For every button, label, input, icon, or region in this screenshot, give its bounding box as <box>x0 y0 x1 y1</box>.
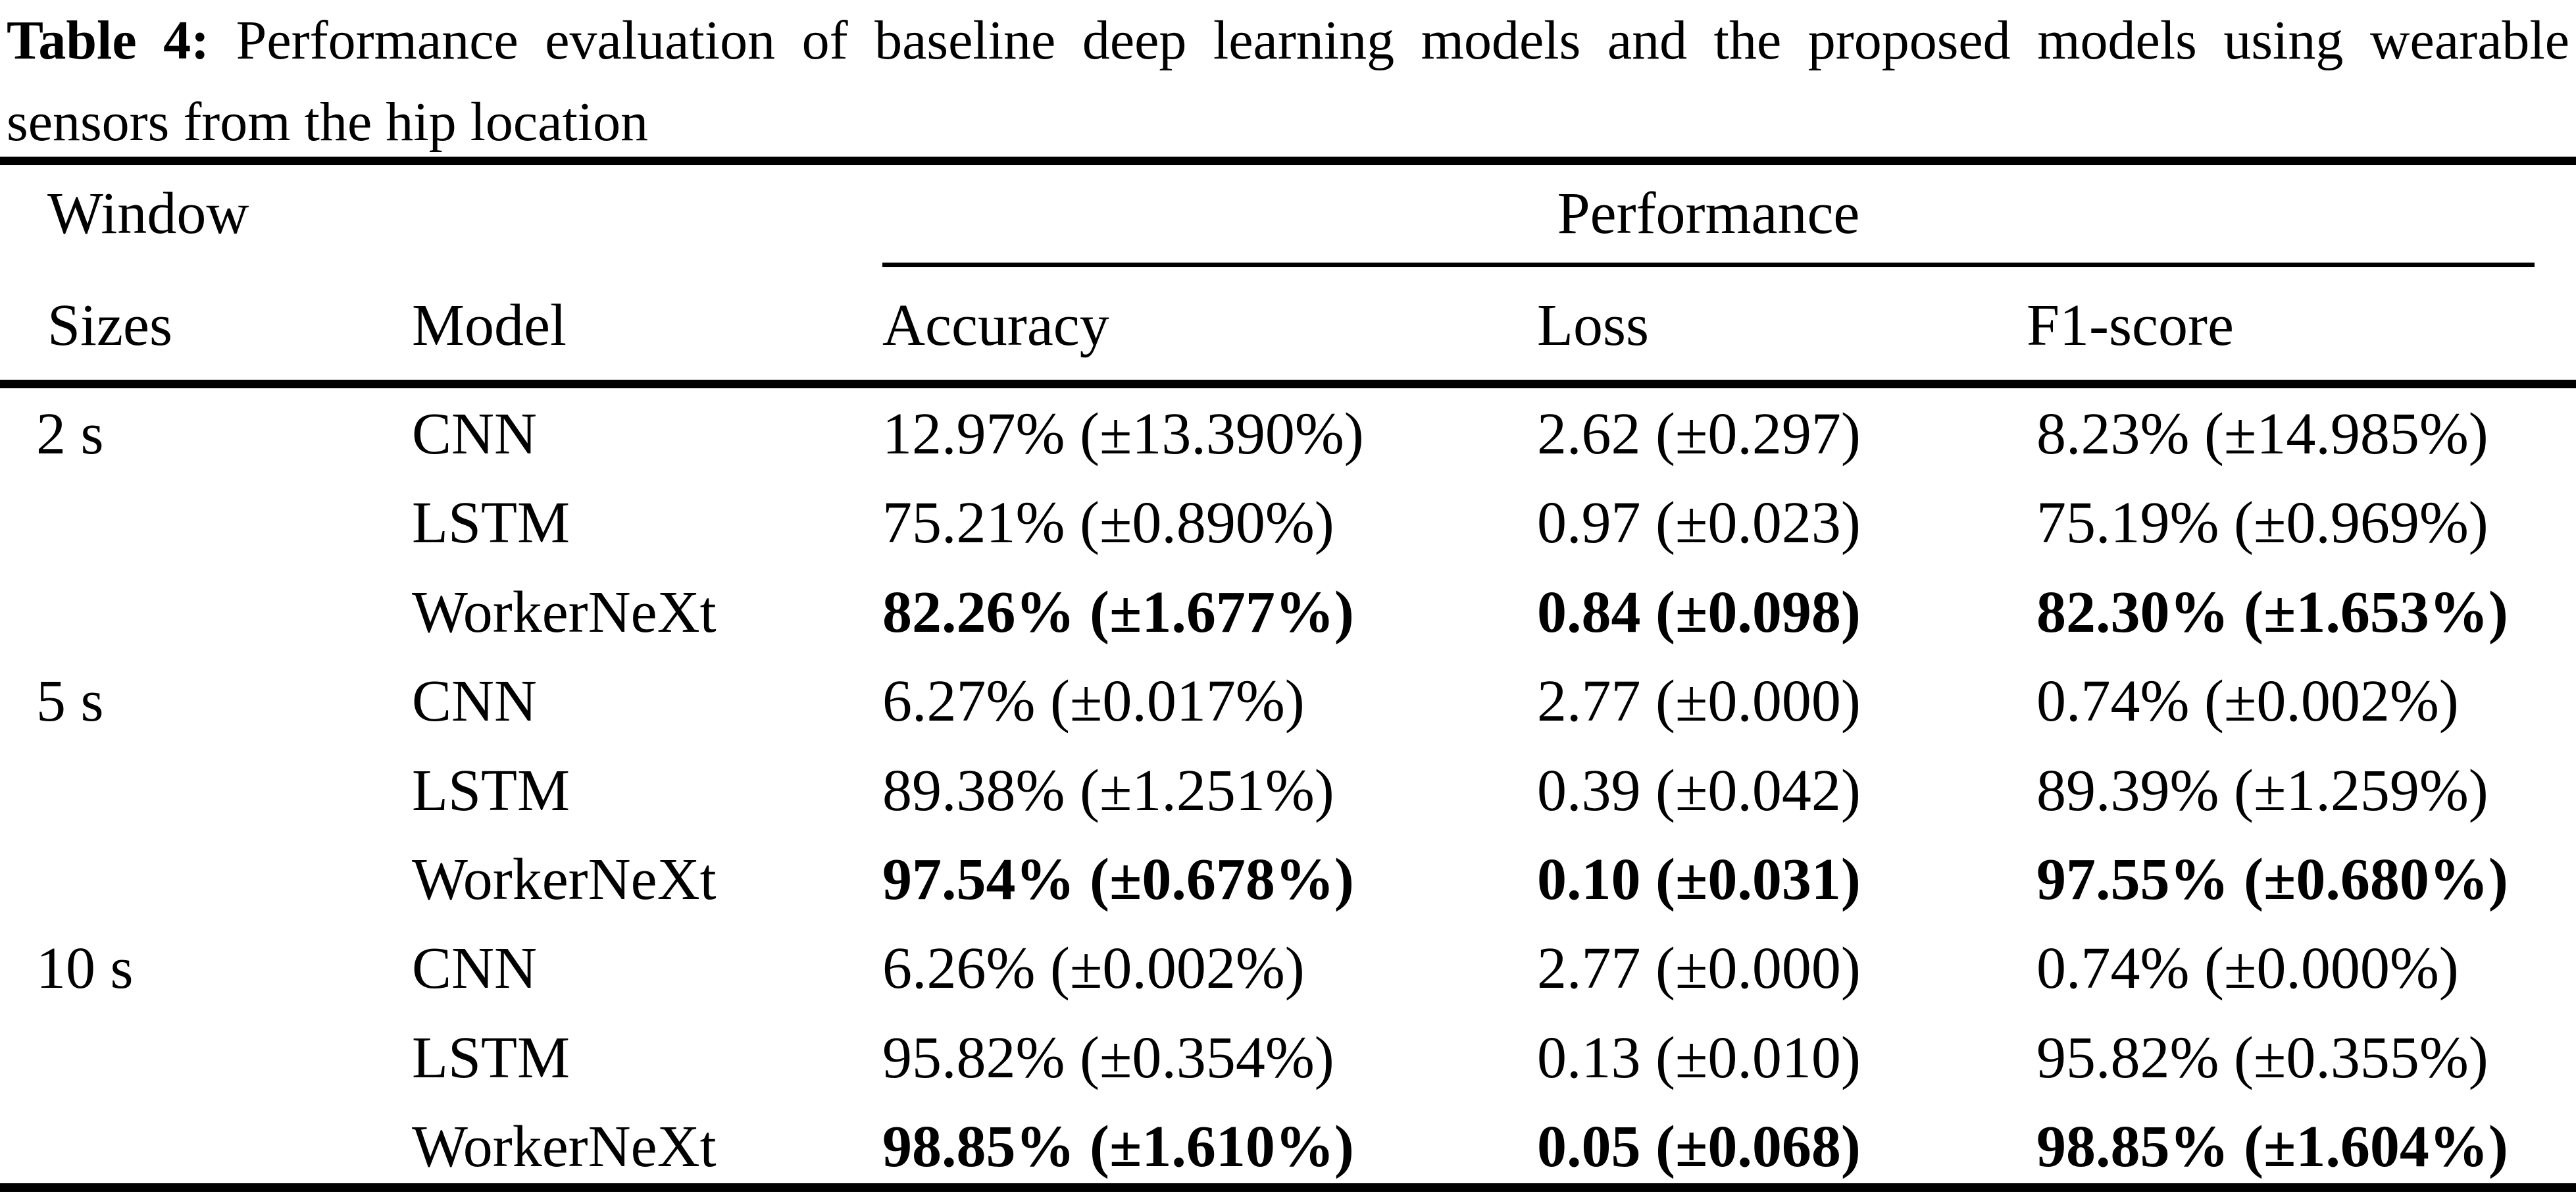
col-group-header-performance: Performance <box>1557 181 1860 246</box>
cell-loss: 0.10 (±0.031) <box>1537 846 1861 912</box>
cell-loss: 2.77 (±0.000) <box>1537 936 1861 1002</box>
cell-loss: 0.39 (±0.042) <box>1537 757 1861 823</box>
cell-accuracy: 6.26% (±0.002%) <box>882 936 1305 1002</box>
cell-model: CNN <box>412 936 538 1002</box>
caption-text-line2: sensors from the hip location <box>7 91 649 153</box>
cell-model: LSTM <box>412 490 570 556</box>
cell-model: WorkerNeXt <box>412 579 717 645</box>
cell-model: WorkerNeXt <box>412 1114 717 1180</box>
cell-model: CNN <box>412 401 538 467</box>
col-header-model: Model <box>412 293 567 358</box>
table-row-proposed-model: WorkerNeXt 82.26% (±1.677%) 0.84 (±0.098… <box>0 568 2576 657</box>
caption-text-line1: Performance evaluation of baseline deep … <box>236 10 2569 71</box>
table-body: 2 s CNN 12.97% (±13.390%) 2.62 (±0.297) … <box>0 390 2576 1192</box>
col-header-window: Window <box>47 181 249 246</box>
cell-f1-score: 98.85% (±1.604%) <box>2036 1114 2508 1180</box>
cell-accuracy: 75.21% (±0.890%) <box>882 490 1334 556</box>
cell-model: CNN <box>412 669 538 734</box>
cell-f1-score: 8.23% (±14.985%) <box>2036 401 2488 467</box>
table-row: LSTM 75.21% (±0.890%) 0.97 (±0.023) 75.1… <box>0 478 2576 567</box>
cell-loss: 0.84 (±0.098) <box>1537 579 1861 645</box>
cell-loss: 0.97 (±0.023) <box>1537 490 1861 556</box>
cell-accuracy: 6.27% (±0.017%) <box>882 669 1305 734</box>
table-row: LSTM 95.82% (±0.354%) 0.13 (±0.010) 95.8… <box>0 1013 2576 1102</box>
cell-model: LSTM <box>412 757 570 823</box>
cell-accuracy: 95.82% (±0.354%) <box>882 1025 1334 1090</box>
cell-f1-score: 95.82% (±0.355%) <box>2036 1025 2488 1090</box>
cell-accuracy: 89.38% (±1.251%) <box>882 757 1334 823</box>
cell-f1-score: 75.19% (±0.969%) <box>2036 490 2488 556</box>
performance-underline-rule <box>882 263 2535 267</box>
table-row: 10 s CNN 6.26% (±0.002%) 2.77 (±0.000) 0… <box>0 924 2576 1013</box>
table-row-proposed-model: WorkerNeXt 97.54% (±0.678%) 0.10 (±0.031… <box>0 835 2576 924</box>
col-header-loss: Loss <box>1537 293 1650 358</box>
cell-f1-score: 97.55% (±0.680%) <box>2036 846 2508 912</box>
table-row: 2 s CNN 12.97% (±13.390%) 2.62 (±0.297) … <box>0 390 2576 478</box>
cell-f1-score: 0.74% (±0.002%) <box>2036 669 2459 734</box>
caption-line-1: Table 4: Performance evaluation of basel… <box>7 0 2569 82</box>
cell-window-size: 5 s <box>36 669 104 734</box>
table-top-rule <box>0 157 2576 165</box>
cell-accuracy: 98.85% (±1.610%) <box>882 1114 1354 1180</box>
cell-model: LSTM <box>412 1025 570 1090</box>
table-bottom-rule <box>0 1183 2576 1192</box>
col-header-accuracy: Accuracy <box>882 293 1109 358</box>
cell-loss: 2.62 (±0.297) <box>1537 401 1861 467</box>
table-row: 5 s CNN 6.27% (±0.017%) 2.77 (±0.000) 0.… <box>0 657 2576 746</box>
cell-loss: 0.13 (±0.010) <box>1537 1025 1861 1090</box>
cell-model: WorkerNeXt <box>412 846 717 912</box>
header-bottom-rule <box>0 380 2576 388</box>
cell-f1-score: 0.74% (±0.000%) <box>2036 936 2459 1002</box>
cell-window-size: 10 s <box>36 936 134 1002</box>
cell-f1-score: 82.30% (±1.653%) <box>2036 579 2508 645</box>
col-header-sizes: Sizes <box>47 293 172 358</box>
cell-loss: 2.77 (±0.000) <box>1537 669 1861 734</box>
table-caption: Table 4: Performance evaluation of basel… <box>7 0 2569 163</box>
table-row: LSTM 89.38% (±1.251%) 0.39 (±0.042) 89.3… <box>0 746 2576 835</box>
cell-accuracy: 12.97% (±13.390%) <box>882 401 1364 467</box>
caption-label: Table 4: <box>7 10 210 71</box>
col-header-f1-score: F1-score <box>2027 293 2234 358</box>
cell-accuracy: 97.54% (±0.678%) <box>882 846 1354 912</box>
cell-accuracy: 82.26% (±1.677%) <box>882 579 1354 645</box>
cell-f1-score: 89.39% (±1.259%) <box>2036 757 2488 823</box>
table-row-proposed-model: WorkerNeXt 98.85% (±1.610%) 0.05 (±0.068… <box>0 1102 2576 1191</box>
cell-loss: 0.05 (±0.068) <box>1537 1114 1861 1180</box>
cell-window-size: 2 s <box>36 401 104 467</box>
